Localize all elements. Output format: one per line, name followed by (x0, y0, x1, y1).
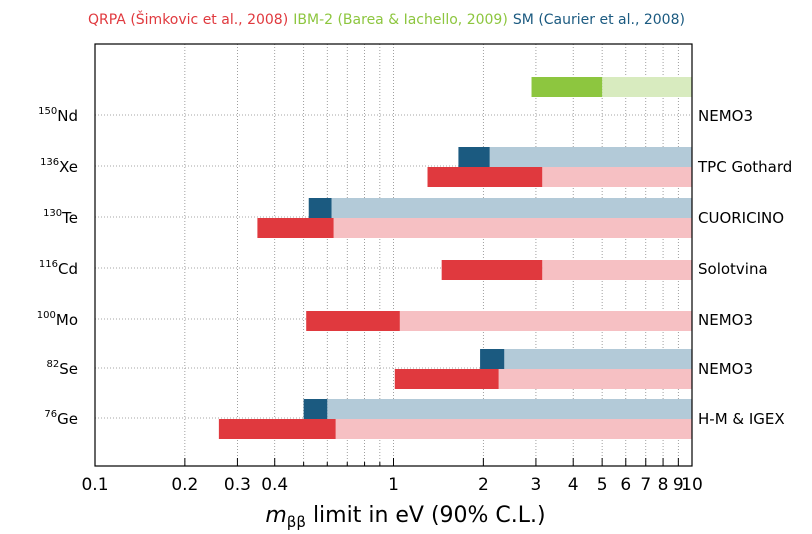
experiment-label: NEMO3 (698, 311, 753, 329)
x-tick-label: 1 (388, 475, 399, 495)
bar-extension-qrpa (542, 260, 692, 280)
x-tick-label: 8 (658, 475, 669, 495)
bar-range-sm (480, 349, 505, 369)
experiment-label: TPC Gothard (697, 158, 792, 176)
nuclide-label: 150Nd (38, 106, 78, 125)
bar-extension-sm (489, 147, 692, 167)
bar-extension-qrpa (498, 369, 692, 389)
bar-range-sm (303, 399, 328, 419)
x-tick-label: 0.1 (81, 475, 108, 495)
bar-extension-qrpa (399, 311, 692, 331)
nuclide-label: 82Se (47, 359, 78, 378)
x-tick-label: 3 (531, 475, 542, 495)
bar-range-qrpa (218, 419, 336, 439)
nuclide-label: 116Cd (39, 259, 78, 278)
bar-range-qrpa (441, 260, 543, 280)
legend-sm: SM (Caurier et al., 2008) (512, 12, 685, 28)
bar-extension-qrpa (542, 167, 692, 187)
experiment-label: NEMO3 (698, 360, 753, 378)
x-tick-label: 5 (597, 475, 608, 495)
legend-ibm2: IBM-2 (Barea & Iachello, 2009) (293, 12, 508, 28)
bar-range-sm (458, 147, 490, 167)
x-tick-label: 7 (640, 475, 651, 495)
experiment-label: NEMO3 (698, 107, 753, 125)
bar-range-qrpa (427, 167, 543, 187)
x-axis-label: mββ limit in eV (90% C.L.) (265, 503, 545, 531)
x-tick-label: 2 (478, 475, 489, 495)
legend-qrpa: QRPA (Šimkovic et al., 2008) (88, 12, 289, 28)
bar-extension-qrpa (335, 419, 692, 439)
nuclide-label: 136Xe (40, 157, 78, 176)
x-tick-label: 0.2 (171, 475, 198, 495)
nuclide-label: 100Mo (37, 310, 78, 329)
x-tick-label: 6 (620, 475, 631, 495)
bar-extension-sm (331, 198, 692, 218)
bar-range-qrpa (257, 218, 334, 238)
experiment-label: H-M & IGEX (698, 410, 785, 428)
x-tick-label: 9 (673, 475, 684, 495)
bar-extension-ibm-2 (602, 77, 692, 97)
x-tick-label: 10 (681, 475, 703, 495)
x-tick-label: 0.3 (224, 475, 251, 495)
x-tick-label: 0.4 (261, 475, 288, 495)
experiment-label: CUORICINO (698, 209, 784, 227)
bar-extension-qrpa (333, 218, 692, 238)
bar-range-qrpa (306, 311, 400, 331)
bar-extension-sm (327, 399, 692, 419)
nuclide-label: 130Te (43, 208, 78, 227)
bar-range-ibm-2 (531, 77, 603, 97)
nuclide-label: 76Ge (44, 409, 78, 428)
bar-extension-sm (504, 349, 692, 369)
legend: QRPA (Šimkovic et al., 2008) IBM-2 (Bare… (88, 9, 685, 28)
x-tick-label: 4 (568, 475, 579, 495)
experiment-label: Solotvina (698, 260, 768, 278)
bar-range-sm (308, 198, 332, 218)
bar-range-qrpa (394, 369, 499, 389)
